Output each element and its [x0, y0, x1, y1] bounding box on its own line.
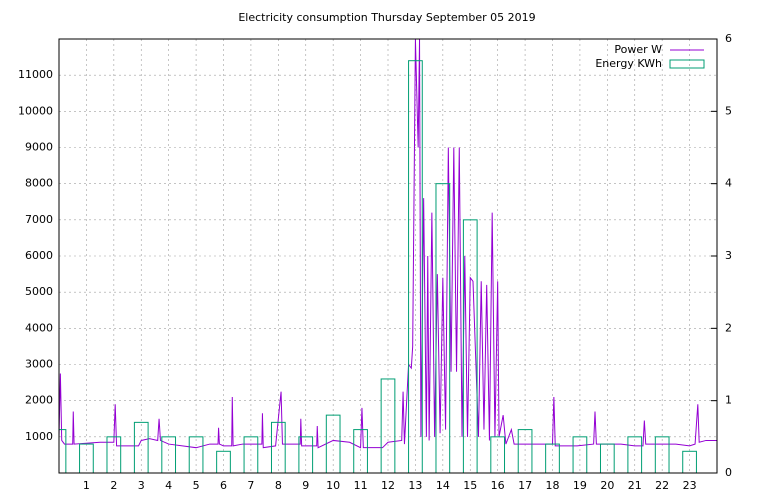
energy-bar [59, 429, 67, 473]
y-tick-label: 1000 [25, 430, 53, 443]
x-tick-label: 1 [83, 479, 90, 492]
energy-bar [490, 436, 506, 473]
y2-tick-label: 4 [725, 177, 732, 190]
energy-bar [599, 443, 615, 473]
x-tick-label: 2 [110, 479, 117, 492]
energy-bar [188, 436, 204, 473]
y-tick-label: 6000 [25, 249, 53, 262]
y-tick-label: 9000 [25, 141, 53, 154]
energy-bar [243, 436, 259, 473]
energy-bar [462, 219, 478, 473]
x-tick-label: 3 [138, 479, 145, 492]
x-tick-label: 20 [600, 479, 614, 492]
legend-label: Power W [614, 43, 662, 56]
x-tick-label: 15 [463, 479, 477, 492]
energy-bar [545, 443, 560, 473]
energy-bar [517, 429, 533, 473]
y2-tick-label: 1 [725, 394, 732, 407]
x-tick-label: 4 [165, 479, 172, 492]
x-tick-label: 11 [354, 479, 368, 492]
x-tick-label: 16 [491, 479, 505, 492]
x-tick-label: 17 [518, 479, 532, 492]
energy-bar [298, 436, 314, 473]
energy-bar [380, 378, 396, 473]
y-tick-label: 4000 [25, 321, 53, 334]
x-tick-label: 13 [408, 479, 422, 492]
x-tick-label: 5 [193, 479, 200, 492]
x-tick-label: 6 [220, 479, 227, 492]
y2-tick-label: 3 [725, 249, 732, 262]
x-tick-label: 21 [628, 479, 642, 492]
x-tick-label: 14 [436, 479, 450, 492]
energy-bar [161, 436, 177, 473]
x-tick-label: 22 [655, 479, 669, 492]
x-tick-label: 9 [302, 479, 309, 492]
y-tick-label: 3000 [25, 358, 53, 371]
x-tick-label: 8 [275, 479, 282, 492]
legend-swatch [669, 59, 705, 69]
y2-tick-label: 2 [725, 321, 732, 334]
x-tick-label: 19 [573, 479, 587, 492]
x-tick-label: 12 [381, 479, 395, 492]
x-tick-label: 10 [326, 479, 340, 492]
energy-bar [270, 421, 286, 473]
energy-bar [353, 429, 368, 473]
y2-tick-label: 6 [725, 32, 732, 45]
legend-label: Energy KWh [595, 57, 662, 70]
x-tick-label: 18 [546, 479, 560, 492]
energy-bar [435, 183, 451, 473]
y-tick-label: 11000 [18, 68, 53, 81]
x-tick-label: 7 [247, 479, 254, 492]
y-tick-label: 5000 [25, 285, 53, 298]
energy-bar [79, 443, 94, 473]
y-tick-label: 10000 [18, 104, 53, 117]
energy-bar [627, 436, 643, 473]
y-tick-label: 2000 [25, 394, 53, 407]
y-tick-label: 7000 [25, 213, 53, 226]
energy-bar [133, 421, 149, 473]
energy-bar [572, 436, 588, 473]
energy-bar [654, 436, 670, 473]
y2-tick-label: 5 [725, 104, 732, 117]
x-tick-label: 23 [683, 479, 697, 492]
y2-tick-label: 0 [725, 466, 732, 479]
chart-title: Electricity consumption Thursday Septemb… [238, 11, 535, 24]
y-tick-label: 8000 [25, 177, 53, 190]
energy-bar [106, 436, 122, 473]
